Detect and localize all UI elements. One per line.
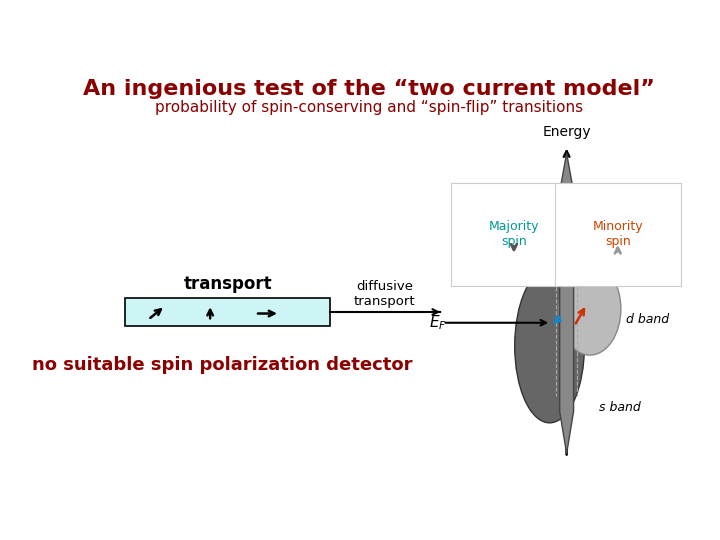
Text: transport: transport bbox=[184, 275, 272, 294]
Text: probability of spin-conserving and “spin-flip” transitions: probability of spin-conserving and “spin… bbox=[155, 100, 583, 116]
Text: An ingenious test of the “two current model”: An ingenious test of the “two current mo… bbox=[83, 79, 655, 99]
Text: s band: s band bbox=[599, 401, 641, 414]
Text: diffusive
transport: diffusive transport bbox=[354, 280, 415, 308]
Text: no suitable spin polarization detector: no suitable spin polarization detector bbox=[32, 356, 412, 374]
Text: Majority
spin: Majority spin bbox=[489, 220, 539, 248]
Text: Energy: Energy bbox=[542, 125, 591, 139]
Text: d band: d band bbox=[626, 313, 669, 326]
Ellipse shape bbox=[559, 262, 621, 355]
Text: $E_F$: $E_F$ bbox=[428, 313, 446, 332]
Polygon shape bbox=[559, 153, 574, 454]
Ellipse shape bbox=[515, 269, 585, 423]
Bar bbox=[125, 298, 330, 326]
Text: Minority
spin: Minority spin bbox=[593, 220, 643, 248]
